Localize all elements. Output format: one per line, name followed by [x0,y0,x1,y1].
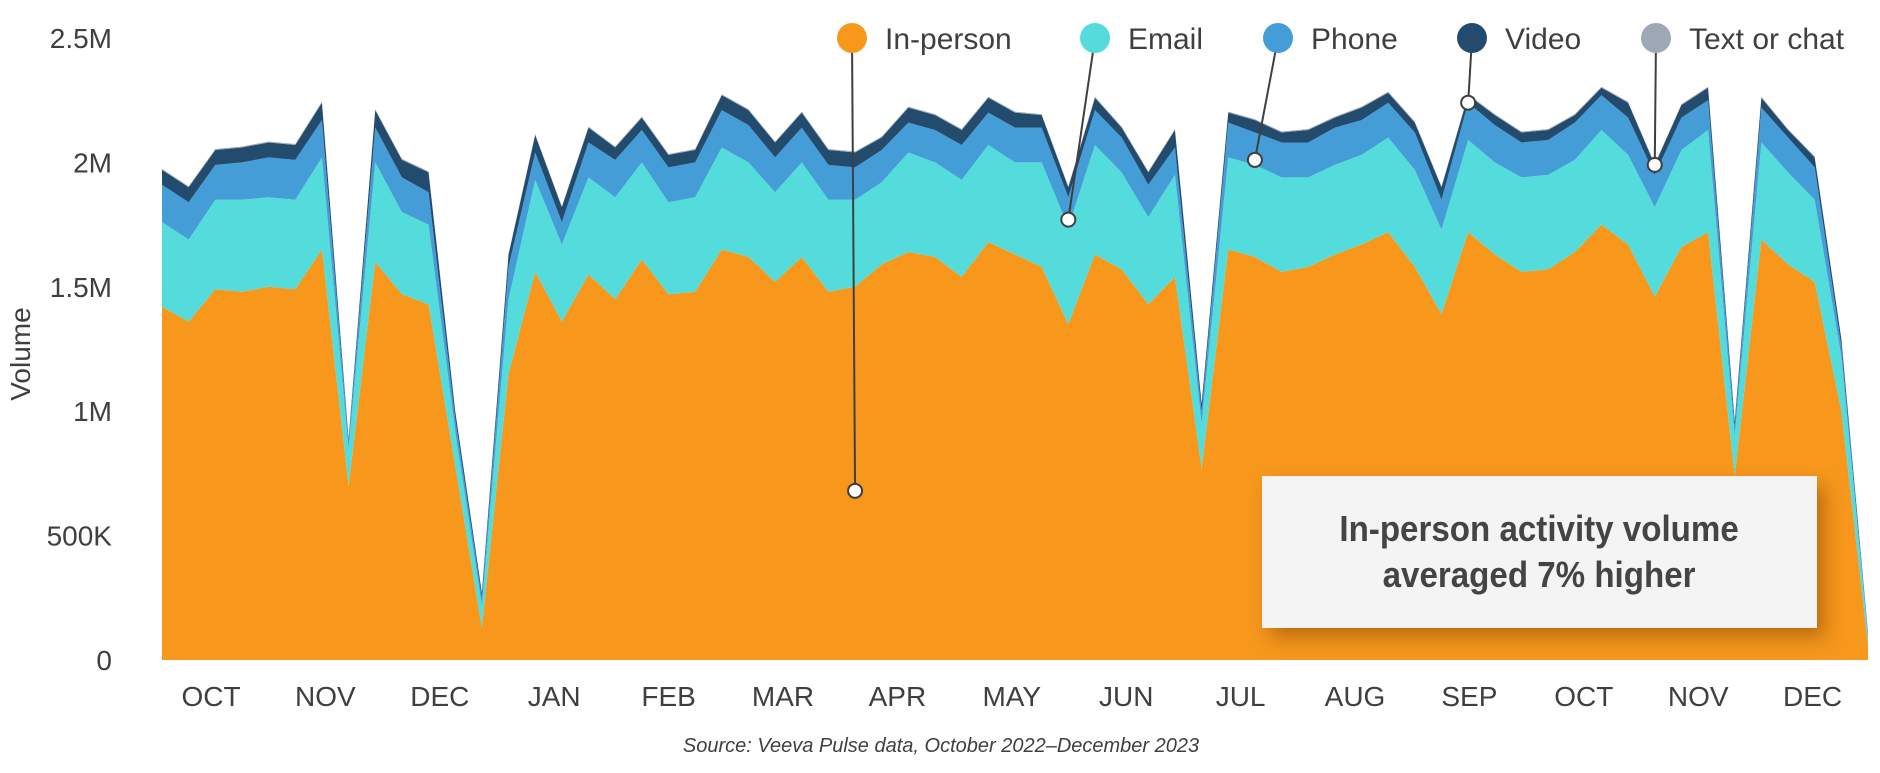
y-tick-label: 2.5M [50,23,112,54]
x-tick-label: APR [869,681,927,712]
legend-item-phone: Phone [1246,23,1398,168]
x-tick-label: SEP [1441,681,1497,712]
legend-swatch [1263,23,1293,53]
x-tick-label: OCT [1554,681,1613,712]
area-email [162,130,1868,646]
callout-point [1646,156,1663,173]
callout-point [1246,151,1263,168]
x-tick-label: MAR [752,681,814,712]
callout-line [1067,37,1096,220]
callout-point [847,482,864,499]
x-tick-label: NOV [1668,681,1729,712]
legend-swatch [1457,23,1487,53]
y-axis-label: Volume [5,307,36,400]
legend-item-video: Video [1457,23,1581,111]
y-tick-label: 1M [73,396,112,427]
legend-swatch [1080,23,1110,53]
x-tick-label: JUL [1216,681,1266,712]
annotation-line-2: averaged 7% higher [1383,554,1696,595]
x-tick-label: FEB [641,681,695,712]
callout-point [1060,211,1077,228]
x-tick-label: JAN [528,681,581,712]
source-note: Source: Veeva Pulse data, October 2022–D… [683,735,1199,757]
x-tick-label: AUG [1325,681,1386,712]
callout-line [851,37,857,491]
annotation-line-1: In-person activity volume [1339,508,1740,549]
y-axis: 0 500K 1M 1.5M 2M 2.5M [47,23,113,676]
annotation-box: In-person activity volume averaged 7% hi… [1262,476,1817,628]
legend-label: Video [1505,23,1581,56]
legend-label: Text or chat [1689,23,1845,56]
legend-label: In-person [885,23,1012,56]
legend-label: Phone [1311,23,1398,56]
x-axis: OCT NOV DEC JAN FEB MAR APR MAY JUN JUL AUG SEP OCT N… [181,681,1842,712]
y-tick-label: 1.5M [50,272,112,303]
y-tick-label: 2M [73,147,112,178]
x-tick-label: JUN [1099,681,1153,712]
x-tick-label: OCT [181,681,240,712]
legend-label: Email [1128,23,1203,56]
callout-line [1253,37,1279,161]
callout-point [1460,94,1477,111]
y-tick-label: 0 [96,645,112,676]
legend-callouts: In-person Email Phone Video Text or chat [837,23,1845,499]
y-tick-label: 500K [47,521,113,552]
legend-item-text-or-chat: Text or chat [1641,23,1845,173]
x-tick-label: MAY [982,681,1041,712]
callout-line [1653,37,1657,165]
legend-swatch [837,23,867,53]
legend-item-email: Email [1060,23,1203,228]
x-tick-label: DEC [410,681,469,712]
legend-swatch [1641,23,1671,53]
x-tick-label: DEC [1783,681,1842,712]
legend-item-in-person: In-person [837,23,1012,499]
x-tick-label: NOV [295,681,356,712]
